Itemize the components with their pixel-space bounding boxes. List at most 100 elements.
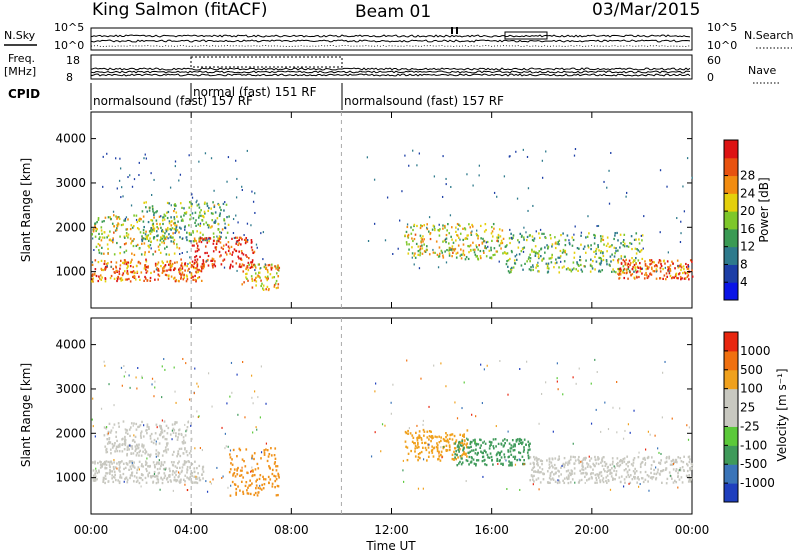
velocity-point	[454, 456, 456, 459]
power-point	[625, 258, 627, 261]
velocity-point	[675, 468, 678, 471]
power-point	[126, 278, 128, 281]
velocity-point	[459, 460, 461, 464]
velocity-point	[153, 438, 156, 442]
velocity-point	[277, 485, 280, 488]
velocity-point	[591, 477, 593, 480]
power-point	[162, 222, 164, 226]
power-point	[669, 269, 672, 272]
colorbar-tick-label: -1000	[740, 476, 775, 490]
velocity-point	[632, 458, 635, 462]
power-point	[515, 150, 517, 153]
velocity-point	[433, 364, 435, 367]
velocity-point	[173, 479, 176, 482]
power-point	[469, 244, 472, 247]
velocity-point	[582, 471, 585, 475]
power-point	[101, 236, 104, 239]
velocity-point	[514, 455, 517, 458]
velocity-point	[548, 460, 551, 463]
power-point	[268, 263, 271, 267]
velocity-point	[423, 441, 426, 445]
power-point	[213, 204, 216, 207]
velocity-point	[602, 480, 605, 484]
velocity-point	[155, 462, 158, 466]
velocity-point	[138, 476, 141, 479]
velocity-point	[671, 463, 673, 466]
velocity-point	[555, 467, 558, 470]
velocity-point	[189, 473, 192, 476]
velocity-point	[446, 449, 449, 452]
velocity-point	[226, 402, 228, 405]
power-point	[567, 267, 569, 270]
power-point	[233, 237, 236, 240]
power-point	[203, 202, 206, 205]
power-point	[170, 264, 173, 267]
power-point	[609, 245, 612, 248]
power-point	[561, 266, 564, 269]
power-point	[167, 274, 170, 278]
velocity-point	[256, 478, 258, 482]
velocity-point	[381, 423, 384, 426]
power-point	[574, 225, 576, 228]
velocity-point	[278, 476, 280, 479]
velocity-point	[151, 377, 154, 380]
velocity-point	[157, 481, 160, 484]
velocity-point	[510, 461, 513, 464]
power-point	[572, 261, 575, 264]
power-point	[174, 203, 176, 206]
power-point	[261, 287, 264, 290]
power-point	[445, 261, 448, 264]
power-point	[476, 234, 478, 237]
velocity-point	[175, 473, 177, 477]
power-point	[598, 270, 600, 273]
power-point	[460, 248, 462, 251]
velocity-point	[374, 431, 376, 434]
velocity-point	[633, 409, 635, 412]
velocity-point	[230, 484, 232, 487]
velocity-point	[113, 476, 116, 479]
velocity-point	[156, 475, 159, 478]
power-point	[149, 279, 152, 282]
power-point	[154, 264, 157, 267]
power-point	[406, 235, 409, 238]
velocity-point	[93, 479, 96, 482]
velocity-point	[263, 478, 265, 481]
power-point	[168, 220, 170, 223]
velocity-point	[556, 362, 558, 365]
velocity-point	[165, 467, 167, 470]
velocity-point	[275, 465, 277, 468]
velocity-point	[574, 456, 576, 459]
power-point	[93, 273, 96, 276]
power-point	[123, 251, 126, 254]
power-point	[143, 242, 146, 245]
velocity-point	[448, 445, 451, 448]
velocity-point	[370, 455, 373, 458]
power-point	[541, 232, 543, 235]
power-point	[488, 249, 491, 252]
power-point	[411, 252, 414, 255]
power-point	[145, 157, 148, 160]
power-point	[139, 262, 142, 265]
power-point	[194, 267, 197, 270]
velocity-point	[578, 455, 580, 459]
velocity-point	[196, 466, 198, 470]
power-point	[622, 240, 625, 243]
power-point	[550, 257, 552, 260]
velocity-point	[91, 418, 93, 421]
velocity-point	[538, 488, 540, 491]
power-point	[262, 288, 265, 291]
velocity-point	[158, 442, 161, 445]
power-point	[614, 252, 616, 255]
power-point	[266, 275, 269, 278]
velocity-point	[687, 438, 690, 441]
velocity-point	[135, 471, 138, 474]
power-point	[139, 217, 141, 220]
power-point	[152, 210, 154, 213]
velocity-point	[165, 438, 168, 441]
power-point	[273, 276, 276, 279]
velocity-point	[183, 460, 186, 463]
power-point	[195, 254, 198, 258]
velocity-point	[123, 448, 126, 451]
power-point	[531, 248, 533, 251]
